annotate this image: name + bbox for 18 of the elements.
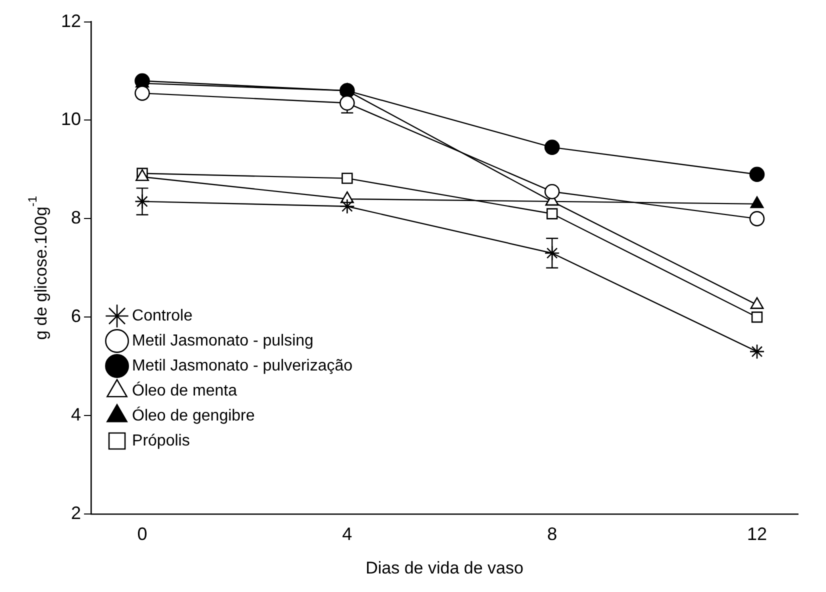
- y-tick-label: 8: [71, 208, 82, 228]
- x-tick-label: 4: [342, 524, 352, 544]
- legend-label: Óleo de menta: [132, 381, 238, 400]
- legend-label: Controle: [132, 307, 193, 324]
- y-tick-label: 12: [60, 10, 82, 31]
- y-tick-label: 6: [71, 306, 82, 326]
- y-axis-title: g de glicose.100g-1: [25, 196, 51, 340]
- y-tick-label: 4: [71, 404, 82, 425]
- legend-label: Metil Jasmonato - pulverização: [132, 357, 353, 374]
- x-tick-label: 8: [547, 524, 558, 544]
- x-axis-title: Dias de vida de vaso: [366, 558, 524, 578]
- legend-label: Óleo de gengibre: [132, 406, 255, 424]
- y-tick-label: 10: [60, 109, 82, 130]
- legend-label: Metil Jasmonato - pulsing: [132, 332, 314, 350]
- x-tick-label: 0: [137, 524, 148, 544]
- legend-label: Própolis: [132, 432, 190, 450]
- y-tick-label: 2: [71, 502, 82, 523]
- x-tick-label: 12: [747, 524, 768, 544]
